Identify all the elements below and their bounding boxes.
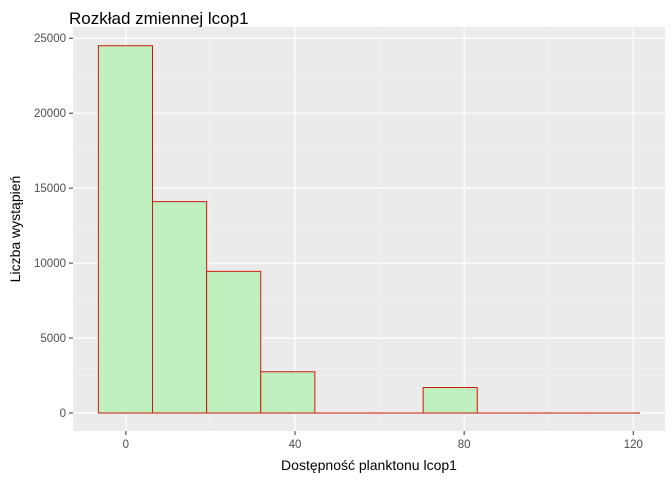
x-tick-label: 80 bbox=[458, 439, 471, 451]
chart-title: Rozkład zmiennej lcop1 bbox=[69, 9, 249, 28]
y-axis-title: Liczba wystąpień bbox=[7, 176, 23, 283]
y-tick-label: 10000 bbox=[34, 258, 66, 270]
x-tick-label: 120 bbox=[624, 439, 643, 451]
histogram-bar bbox=[206, 270, 262, 414]
histogram-bar bbox=[151, 201, 208, 414]
histogram-bar bbox=[422, 387, 478, 414]
axis-ticks: 0 40 80 120 0 5000 10000 15000 20000 25000 bbox=[34, 33, 643, 451]
y-tick-label: 20000 bbox=[34, 108, 66, 120]
x-tick-label: 40 bbox=[289, 439, 302, 451]
histogram-bar bbox=[260, 371, 316, 414]
histogram-bars bbox=[97, 45, 641, 414]
y-tick-label: 0 bbox=[60, 408, 66, 420]
histogram-bar bbox=[97, 45, 153, 414]
y-tick-label: 25000 bbox=[34, 33, 66, 45]
y-tick-label: 5000 bbox=[40, 333, 66, 345]
x-axis-title: Dostępność planktonu lcop1 bbox=[281, 457, 457, 473]
x-tick-label: 0 bbox=[123, 439, 129, 451]
y-tick-label: 15000 bbox=[34, 183, 66, 195]
